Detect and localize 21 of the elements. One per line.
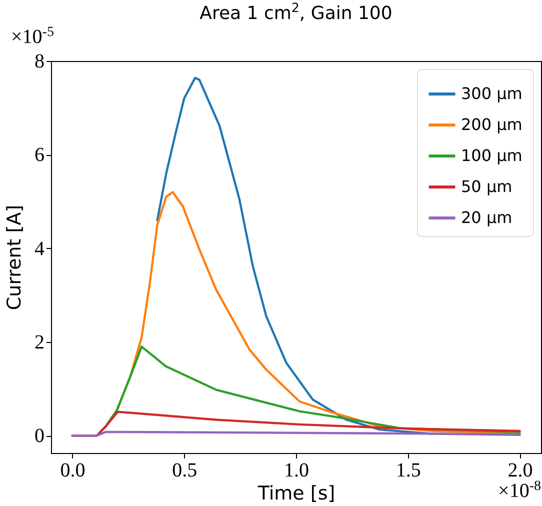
chart-title: Area 1 cm$^{2}$, Gain 100	[200, 0, 392, 24]
legend-label: 200 μm	[461, 115, 522, 134]
y-axis-title: Current [A]	[4, 204, 26, 310]
legend-label: 50 μm	[461, 177, 512, 196]
x-axis-title: Time [s]	[256, 482, 336, 504]
y-tick-label: 6	[34, 144, 44, 166]
y-tick-label: 8	[34, 50, 44, 72]
text: ×10$^{-8}$	[498, 478, 541, 502]
legend-label: 300 μm	[461, 84, 522, 103]
x-tick-label: 0.5	[172, 460, 198, 482]
line-series	[156, 76, 521, 436]
y-tick-label: 0	[34, 425, 44, 448]
x-tick-label: 1.0	[284, 460, 309, 482]
text: ×10$^{-5}$	[11, 24, 54, 48]
y-tick-label: 2	[34, 332, 44, 354]
legend-label: 100 μm	[461, 146, 522, 165]
x-tick-label: 1.5	[396, 460, 421, 482]
x-tick-label: 2.0	[508, 460, 533, 482]
y-tick-label: 4	[34, 238, 44, 260]
legend-label: 20 μm	[461, 208, 512, 227]
x-tick-label: 0.0	[60, 460, 86, 482]
